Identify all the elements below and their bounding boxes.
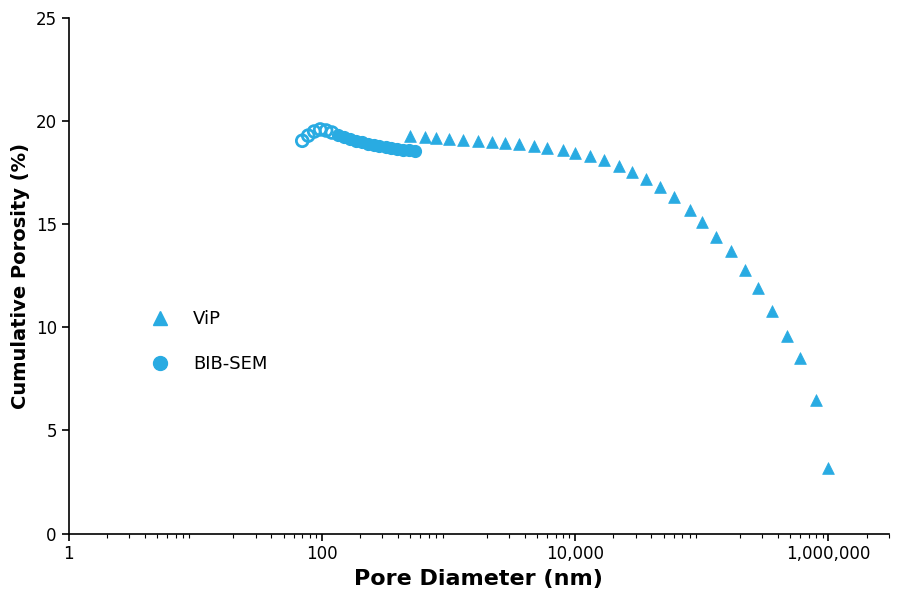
Point xyxy=(441,134,455,143)
X-axis label: Pore Diameter (nm): Pore Diameter (nm) xyxy=(355,569,603,589)
Point xyxy=(429,133,444,142)
Point xyxy=(295,136,310,146)
Point xyxy=(822,463,836,472)
BIB-SEM xyxy=(402,146,417,155)
BIB-SEM xyxy=(384,143,399,153)
BIB-SEM xyxy=(396,145,410,154)
BIB-SEM xyxy=(391,144,405,154)
Point xyxy=(485,137,500,146)
Point xyxy=(752,283,766,293)
BIB-SEM xyxy=(348,136,363,146)
BIB-SEM xyxy=(373,141,387,151)
Y-axis label: Cumulative Porosity (%): Cumulative Porosity (%) xyxy=(11,143,30,409)
Point xyxy=(779,331,794,340)
Point xyxy=(540,143,554,153)
Point xyxy=(568,148,582,158)
Point xyxy=(695,217,709,227)
Point xyxy=(611,161,625,170)
Point xyxy=(765,306,779,316)
Legend: ViP, BIB-SEM: ViP, BIB-SEM xyxy=(135,302,274,380)
BIB-SEM xyxy=(337,132,351,142)
Point xyxy=(738,265,752,274)
Point xyxy=(555,145,570,155)
Point xyxy=(313,125,328,134)
Point xyxy=(582,151,597,161)
Point xyxy=(667,193,681,202)
Point xyxy=(319,125,333,135)
Point xyxy=(638,174,652,184)
BIB-SEM xyxy=(343,134,357,143)
Point xyxy=(301,131,315,140)
BIB-SEM xyxy=(378,142,392,152)
Point xyxy=(526,141,541,151)
BIB-SEM xyxy=(331,130,346,139)
Point xyxy=(512,139,526,149)
Point xyxy=(498,138,512,148)
Point xyxy=(325,128,339,137)
Point xyxy=(471,136,485,146)
Point xyxy=(403,131,418,140)
BIB-SEM xyxy=(366,140,381,150)
Point xyxy=(809,395,824,404)
Point xyxy=(709,232,724,241)
Point xyxy=(724,246,738,256)
Point xyxy=(455,135,470,145)
BIB-SEM xyxy=(355,137,369,147)
Point xyxy=(307,127,321,136)
Point xyxy=(682,205,697,215)
Point xyxy=(653,182,668,192)
Point xyxy=(625,167,639,176)
Point xyxy=(598,155,612,165)
Point xyxy=(793,353,807,363)
Point xyxy=(418,132,432,142)
BIB-SEM xyxy=(361,139,375,149)
BIB-SEM xyxy=(408,146,422,156)
